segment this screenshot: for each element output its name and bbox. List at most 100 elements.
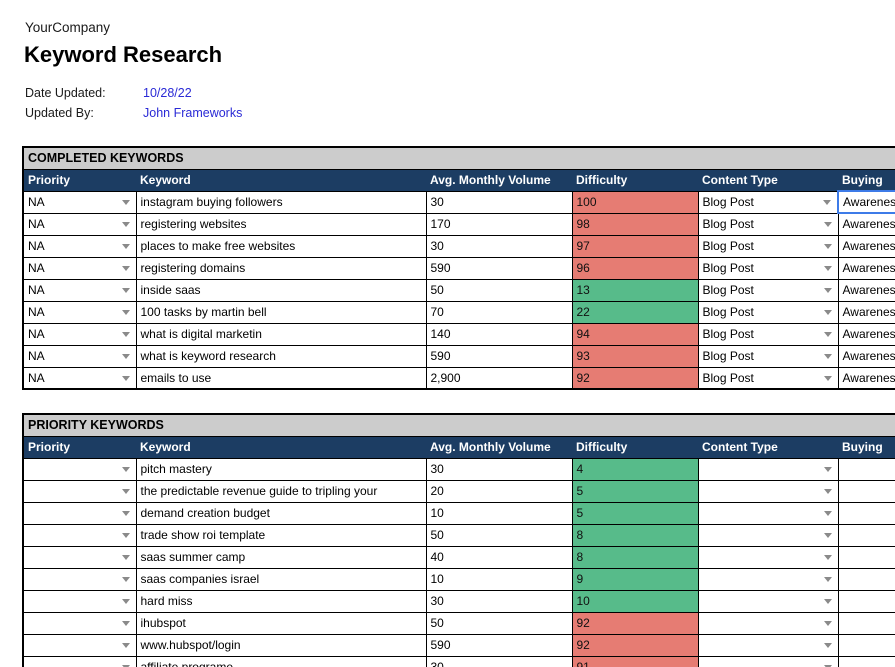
buying-cell[interactable] — [837, 567, 895, 591]
content-type-cell[interactable] — [697, 479, 839, 503]
buying-cell[interactable]: Awareness — [837, 234, 895, 258]
volume-cell[interactable]: 170 — [425, 212, 573, 236]
difficulty-cell[interactable]: 8 — [571, 523, 699, 547]
dropdown-arrow-icon[interactable] — [121, 200, 130, 205]
volume-cell[interactable]: 140 — [425, 322, 573, 346]
buying-cell[interactable]: Awareness — [837, 278, 895, 302]
content-type-cell[interactable] — [697, 633, 839, 657]
content-type-cell[interactable] — [697, 655, 839, 667]
priority-cell[interactable] — [22, 633, 137, 657]
keyword-cell[interactable]: trade show roi template — [135, 523, 427, 547]
dropdown-arrow-icon[interactable] — [121, 354, 130, 359]
content-type-cell[interactable] — [697, 523, 839, 547]
content-type-cell[interactable]: Blog Post — [697, 322, 839, 346]
keyword-cell[interactable]: the predictable revenue guide to triplin… — [135, 479, 427, 503]
difficulty-cell[interactable]: 22 — [571, 300, 699, 324]
content-type-cell[interactable]: Blog Post — [697, 278, 839, 302]
keyword-cell[interactable]: hard miss — [135, 589, 427, 613]
dropdown-arrow-icon[interactable] — [121, 555, 130, 560]
keyword-cell[interactable]: demand creation budget — [135, 501, 427, 525]
priority-cell[interactable]: NA — [22, 212, 137, 236]
buying-cell[interactable] — [837, 523, 895, 547]
dropdown-arrow-icon[interactable] — [823, 643, 832, 648]
buying-cell[interactable]: Awareness — [836, 190, 895, 214]
buying-cell[interactable] — [837, 655, 895, 667]
dropdown-arrow-icon[interactable] — [823, 577, 832, 582]
volume-cell[interactable]: 590 — [425, 633, 573, 657]
dropdown-arrow-icon[interactable] — [121, 621, 130, 626]
volume-cell[interactable]: 50 — [425, 278, 573, 302]
priority-cell[interactable] — [22, 501, 137, 525]
keyword-cell[interactable]: 100 tasks by martin bell — [135, 300, 427, 324]
volume-cell[interactable]: 590 — [425, 344, 573, 368]
volume-cell[interactable]: 50 — [425, 611, 573, 635]
dropdown-arrow-icon[interactable] — [121, 577, 130, 582]
volume-cell[interactable]: 2,900 — [425, 366, 573, 390]
dropdown-arrow-icon[interactable] — [121, 266, 130, 271]
priority-cell[interactable] — [22, 479, 137, 503]
difficulty-cell[interactable]: 8 — [571, 545, 699, 569]
buying-cell[interactable] — [837, 479, 895, 503]
content-type-cell[interactable] — [697, 457, 839, 481]
buying-cell[interactable] — [837, 633, 895, 657]
priority-cell[interactable] — [22, 655, 137, 667]
difficulty-cell[interactable]: 91 — [571, 655, 699, 667]
dropdown-arrow-icon[interactable] — [121, 599, 130, 604]
keyword-cell[interactable]: instagram buying followers — [135, 190, 427, 214]
difficulty-cell[interactable]: 10 — [571, 589, 699, 613]
dropdown-arrow-icon[interactable] — [823, 332, 832, 337]
content-type-cell[interactable] — [697, 501, 839, 525]
dropdown-arrow-icon[interactable] — [823, 467, 832, 472]
priority-cell[interactable]: NA — [22, 344, 137, 368]
dropdown-arrow-icon[interactable] — [823, 621, 832, 626]
priority-cell[interactable]: NA — [22, 256, 137, 280]
volume-cell[interactable]: 40 — [425, 545, 573, 569]
priority-cell[interactable]: NA — [22, 190, 137, 214]
buying-cell[interactable]: Awareness — [837, 344, 895, 368]
content-type-cell[interactable] — [697, 567, 839, 591]
priority-cell[interactable] — [22, 589, 137, 613]
volume-cell[interactable]: 50 — [425, 523, 573, 547]
dropdown-arrow-icon[interactable] — [121, 375, 130, 381]
dropdown-arrow-icon[interactable] — [823, 266, 832, 271]
content-type-cell[interactable] — [697, 545, 839, 569]
difficulty-cell[interactable]: 5 — [571, 479, 699, 503]
dropdown-arrow-icon[interactable] — [823, 489, 832, 494]
content-type-cell[interactable]: Blog Post — [697, 234, 839, 258]
buying-cell[interactable] — [837, 611, 895, 635]
date-updated-value[interactable]: 10/28/22 — [143, 86, 192, 100]
difficulty-cell[interactable]: 100 — [571, 190, 699, 214]
dropdown-arrow-icon[interactable] — [823, 555, 832, 560]
dropdown-arrow-icon[interactable] — [121, 664, 130, 667]
content-type-cell[interactable]: Blog Post — [697, 212, 839, 236]
difficulty-cell[interactable]: 13 — [571, 278, 699, 302]
buying-cell[interactable] — [837, 545, 895, 569]
volume-cell[interactable]: 30 — [425, 655, 573, 667]
keyword-cell[interactable]: inside saas — [135, 278, 427, 302]
keyword-cell[interactable]: registering websites — [135, 212, 427, 236]
content-type-cell[interactable]: Blog Post — [697, 300, 839, 324]
volume-cell[interactable]: 30 — [425, 234, 573, 258]
dropdown-arrow-icon[interactable] — [823, 244, 832, 249]
difficulty-cell[interactable]: 92 — [571, 633, 699, 657]
buying-cell[interactable]: Awareness — [837, 366, 895, 390]
dropdown-arrow-icon[interactable] — [823, 599, 832, 604]
keyword-cell[interactable]: registering domains — [135, 256, 427, 280]
difficulty-cell[interactable]: 9 — [571, 567, 699, 591]
volume-cell[interactable]: 590 — [425, 256, 573, 280]
updated-by-value[interactable]: John Frameworks — [143, 106, 243, 120]
dropdown-arrow-icon[interactable] — [121, 533, 130, 538]
dropdown-arrow-icon[interactable] — [823, 375, 832, 381]
priority-cell[interactable]: NA — [22, 366, 137, 390]
difficulty-cell[interactable]: 96 — [571, 256, 699, 280]
content-type-cell[interactable]: Blog Post — [697, 190, 839, 214]
keyword-cell[interactable]: ihubspot — [135, 611, 427, 635]
volume-cell[interactable]: 10 — [425, 501, 573, 525]
buying-cell[interactable] — [837, 457, 895, 481]
dropdown-arrow-icon[interactable] — [121, 511, 130, 516]
volume-cell[interactable]: 30 — [425, 190, 573, 214]
dropdown-arrow-icon[interactable] — [121, 643, 130, 648]
priority-cell[interactable] — [22, 567, 137, 591]
difficulty-cell[interactable]: 93 — [571, 344, 699, 368]
difficulty-cell[interactable]: 94 — [571, 322, 699, 346]
